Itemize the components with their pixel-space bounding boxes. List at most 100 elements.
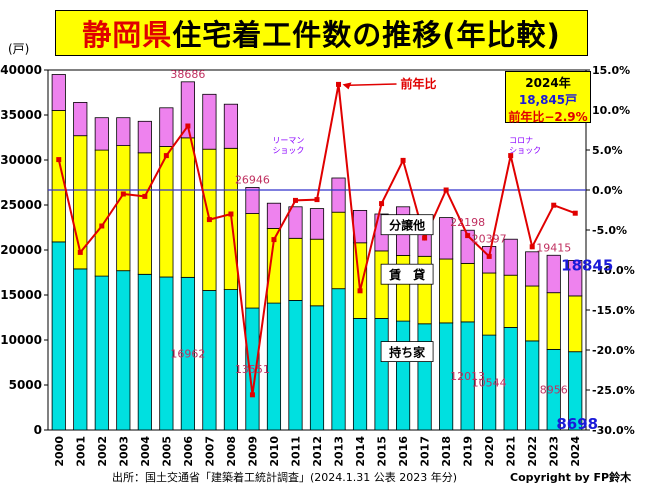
value-label: 8956 <box>540 384 568 397</box>
right-axis-tick-label: -5.0% <box>592 224 627 237</box>
yoy-point <box>572 210 578 216</box>
condo-bar <box>94 117 109 151</box>
yoy-point <box>185 123 191 129</box>
title-prefecture: 静岡県 <box>82 18 173 52</box>
condo-bar <box>503 238 518 276</box>
value-label: 38686 <box>170 68 205 81</box>
yoy-line-arrowhead <box>342 82 352 90</box>
yoy-point <box>99 223 105 229</box>
owned-bar <box>417 323 432 431</box>
rental-bar <box>331 211 346 290</box>
rental-bar <box>94 149 109 277</box>
chart-title: 静岡県 住宅着工件数の推移(年比較) <box>55 10 588 56</box>
rental-bar <box>180 137 195 278</box>
condo-bar <box>180 81 195 139</box>
yoy-point <box>400 157 406 163</box>
rental-bar <box>568 295 583 353</box>
yoy-point <box>443 187 449 193</box>
event-note: リーマン <box>272 136 304 145</box>
left-axis-tick-label: 25000 <box>0 198 42 212</box>
x-axis-tick-label: 2014 <box>354 436 367 467</box>
right-axis-tick-label: -15.0% <box>592 304 635 317</box>
rental-bar <box>439 258 454 324</box>
rental-bar <box>503 274 518 328</box>
series-label-box <box>380 341 434 363</box>
yoy-point <box>249 392 255 398</box>
owned-bar <box>223 289 238 431</box>
copyright: Copyright by FP鈴木 <box>510 471 632 484</box>
title-text: 住宅着工件数の推移(年比較) <box>172 18 561 52</box>
value-label: 13551 <box>235 363 270 376</box>
condo-bar <box>568 259 583 297</box>
value-label: 12013 <box>450 370 485 383</box>
x-axis-tick-label: 2009 <box>246 436 259 467</box>
right-axis-tick-label: 15.0% <box>592 64 630 77</box>
condo-bar <box>137 120 152 154</box>
yoy-point <box>529 244 535 250</box>
source-note: 出所：国土交通省「建築着工統計調査」(2024.1.31 公表 2023 年分) <box>112 471 458 484</box>
x-axis-tick-label: 2020 <box>483 436 496 467</box>
x-axis-tick-label: 2021 <box>505 436 518 467</box>
yoy-point <box>77 249 83 255</box>
value-label: 26946 <box>235 173 270 186</box>
x-axis-tick-label: 2002 <box>96 436 109 467</box>
x-axis-tick-label: 2023 <box>548 436 561 467</box>
right-axis-tick-label: 0.0% <box>592 184 623 197</box>
x-axis-tick-label: 2011 <box>289 436 302 467</box>
yoy-point <box>120 191 126 197</box>
condo-bar <box>309 208 325 240</box>
condo-bar <box>73 102 88 137</box>
left-axis-tick-label: 40000 <box>0 63 42 77</box>
value-label: 16962 <box>170 348 205 361</box>
value-label: 10544 <box>472 377 507 390</box>
x-axis-tick-label: 2004 <box>139 436 152 467</box>
yoy-point <box>228 211 234 217</box>
yoy-point <box>379 201 385 207</box>
highlight-value-label: 8698 <box>556 415 598 433</box>
x-axis-tick-label: 2003 <box>117 436 130 467</box>
x-axis-tick-label: 2006 <box>182 436 195 467</box>
yoy-point <box>465 233 471 239</box>
x-axis-tick-label: 2001 <box>74 436 87 467</box>
right-axis-tick-label: -25.0% <box>592 384 635 397</box>
condo-bar <box>546 254 561 294</box>
series-label: 賃 貸 <box>388 267 425 282</box>
x-axis-tick-label: 2019 <box>462 436 475 467</box>
summary-box: 2024年 18,845戸 前年比−2.9% <box>505 71 591 124</box>
x-axis-tick-label: 2022 <box>526 436 539 467</box>
event-note: ショック <box>272 146 304 155</box>
rental-bar <box>546 292 561 350</box>
yoy-point <box>271 237 277 243</box>
owned-bar <box>116 270 131 431</box>
left-axis-tick-label: 5000 <box>9 378 42 392</box>
event-note: ショック <box>509 146 541 155</box>
owned-bar <box>374 317 389 431</box>
condo-bar <box>266 202 282 229</box>
yoy-point <box>142 193 148 199</box>
left-axis-tick-label: 15000 <box>0 288 42 302</box>
x-axis-tick-label: 2010 <box>268 436 281 467</box>
yoy-point <box>163 153 169 159</box>
yoy-point <box>486 253 492 259</box>
rental-bar <box>482 272 497 336</box>
yoy-point <box>357 288 363 294</box>
summary-year: 2024年 <box>525 76 571 90</box>
condo-bar <box>439 217 454 260</box>
owned-bar <box>51 241 66 431</box>
condo-bar <box>202 93 217 150</box>
yoy-point <box>314 197 320 203</box>
rental-bar <box>525 285 540 342</box>
yoy-point <box>206 217 212 223</box>
value-label: 19415 <box>536 241 571 254</box>
condo-bar <box>159 107 174 147</box>
rental-bar <box>460 262 475 323</box>
owned-bar <box>331 288 346 431</box>
left-axis-tick-label: 20000 <box>0 243 42 257</box>
rental-bar <box>374 250 389 319</box>
owned-bar <box>396 320 411 431</box>
summary-total: 18,845戸 <box>518 93 578 107</box>
owned-bar <box>137 273 152 431</box>
x-axis-tick-label: 2008 <box>225 436 238 467</box>
rental-bar <box>137 152 152 275</box>
